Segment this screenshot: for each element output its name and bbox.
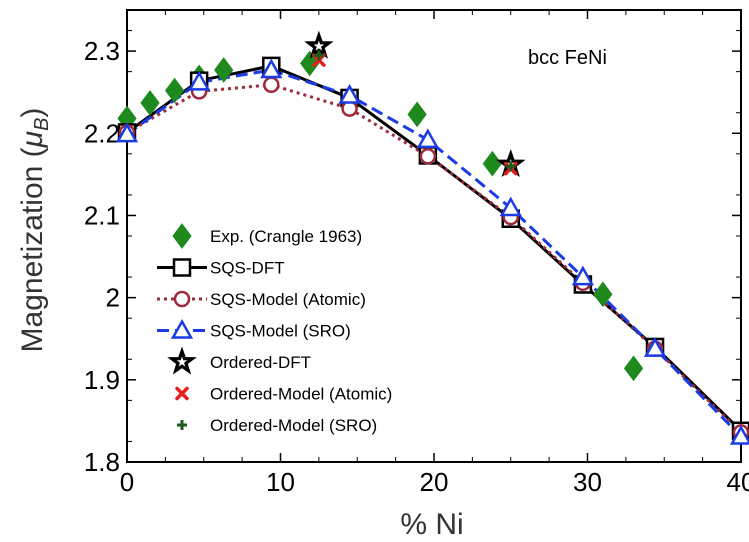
data-point (571, 265, 595, 286)
y-axis-label-main: Magnetization ( (16, 147, 49, 352)
data-point (419, 148, 437, 165)
data-point (407, 101, 427, 128)
data-point (416, 128, 439, 149)
legend-label: Ordered-Model (Atomic) (210, 385, 392, 404)
axis-ticks: 0 10 20 30 40 1.8 1.9 2 2.1 2.2 2.3 (84, 10, 749, 497)
data-point (214, 57, 234, 83)
data-point (188, 70, 211, 91)
legend-marker (170, 318, 194, 339)
legend-label: SQS-DFT (210, 259, 285, 278)
data-point (338, 83, 361, 104)
data-point (263, 76, 280, 94)
data-point (115, 122, 139, 143)
legend-marker-center (176, 356, 188, 367)
y-tick-label: 2.3 (84, 36, 120, 66)
data-point (623, 355, 644, 382)
data-point (313, 50, 324, 61)
data-point-center (313, 40, 325, 51)
y-axis-label-mu: μ (16, 131, 49, 148)
series-line (126, 68, 743, 438)
x-tick-label: 30 (573, 467, 602, 497)
y-axis-label-sub: B (31, 118, 53, 131)
legend: Exp. (Crangle 1963) SQS-DFT SQS-Model (Ato… (157, 223, 392, 435)
y-tick-label: 2 (106, 283, 120, 313)
legend-marker (175, 386, 189, 401)
data-point (593, 281, 613, 308)
data-point (729, 424, 749, 445)
data-point (260, 58, 283, 79)
legend-marker (172, 258, 192, 277)
y-tick-label: 2.2 (84, 118, 120, 148)
legend-label: SQS-Model (SRO) (210, 322, 351, 341)
legend-marker (173, 290, 191, 308)
y-tick-label: 1.8 (84, 447, 120, 477)
y-tick-label: 1.9 (84, 365, 120, 395)
legend-marker (177, 420, 187, 430)
data-point (482, 150, 502, 177)
data-point (164, 77, 185, 104)
legend-label: Ordered-DFT (210, 353, 311, 372)
legend-marker (172, 223, 192, 249)
y-tick-label: 2.1 (84, 200, 120, 230)
x-tick-label: 40 (727, 467, 749, 497)
legend-label: Exp. (Crangle 1963) (210, 227, 362, 246)
x-axis-label: % Ni (400, 508, 463, 541)
legend-label: SQS-Model (Atomic) (210, 290, 366, 309)
data-point (140, 90, 160, 116)
x-tick-label: 20 (420, 467, 449, 497)
y-axis-label-close: ) (16, 108, 49, 118)
data-point (505, 161, 516, 172)
chart-annotation: bcc FeNi (528, 47, 607, 69)
data-point (643, 337, 667, 357)
y-axis-label: Magnetization (μB) (16, 108, 53, 353)
data-point (499, 196, 522, 217)
series-line (126, 64, 743, 432)
x-tick-label: 10 (266, 467, 295, 497)
series-line (126, 83, 743, 434)
data-series (115, 30, 749, 445)
x-tick-label: 0 (120, 467, 134, 497)
legend-label: Ordered-Model (SRO) (210, 416, 377, 435)
